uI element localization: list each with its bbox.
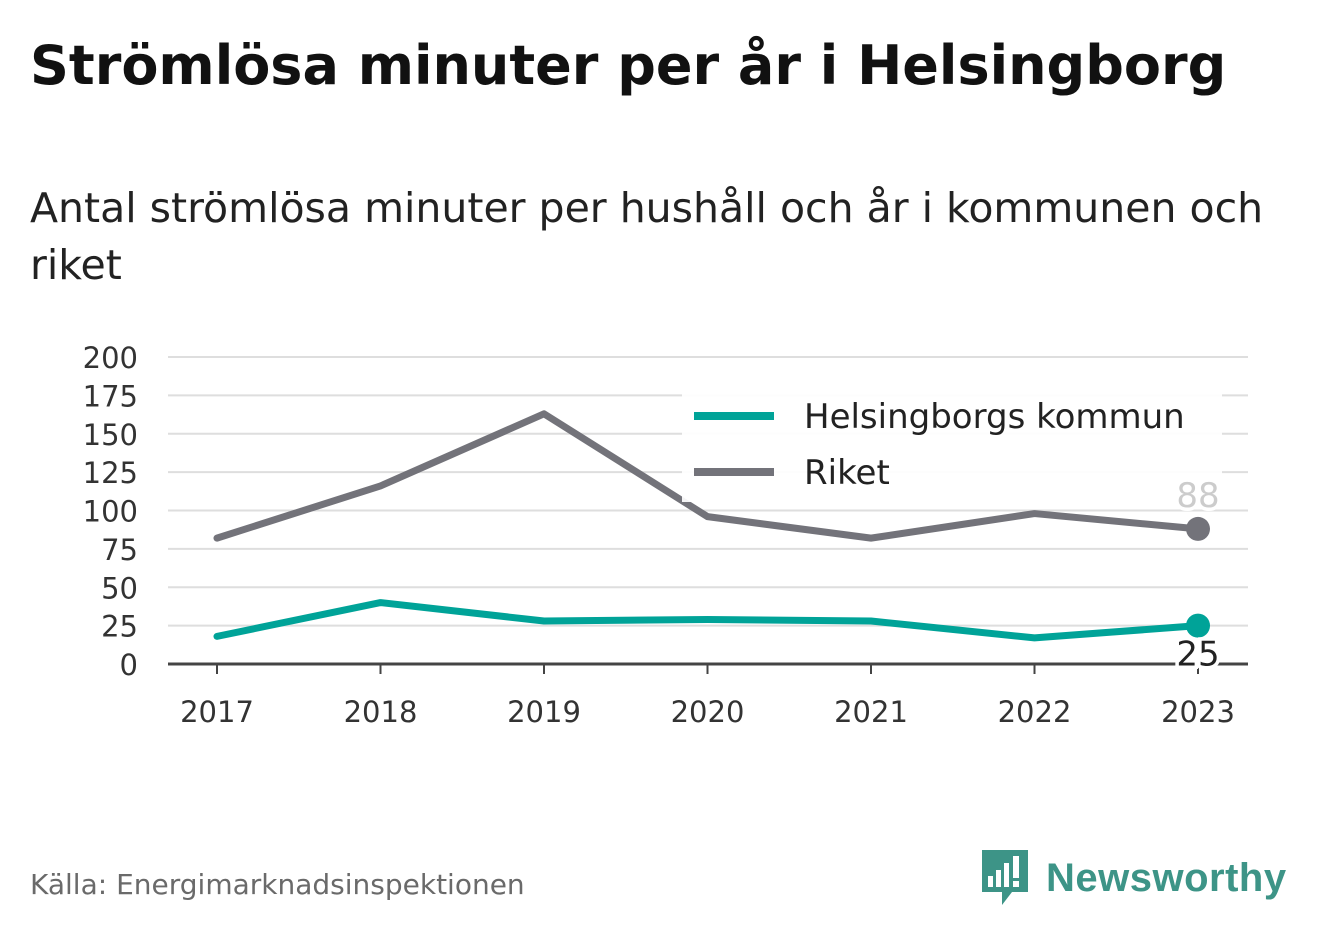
x-tick-label: 2022 [998, 695, 1072, 729]
y-tick-label: 125 [83, 456, 138, 490]
legend-label: Helsingborgs kommun [804, 397, 1185, 437]
y-tick-label: 175 [83, 379, 138, 413]
chart-subtitle: Antal strömlösa minuter per hushåll och … [30, 184, 1264, 290]
y-tick-label: 200 [83, 341, 138, 375]
x-tick-label: 2019 [507, 695, 581, 729]
y-tick-label: 75 [101, 533, 138, 567]
series-end-point [1186, 613, 1210, 638]
x-axis [168, 662, 1248, 674]
brand-logo: Newsworthy [980, 848, 1287, 908]
series-end-label: 25 [1176, 635, 1219, 675]
y-tick-label: 150 [83, 418, 138, 452]
series-end-label: 88 [1176, 476, 1219, 516]
end-labels: 25 88 [1173, 472, 1223, 678]
y-tick-label: 25 [101, 610, 138, 644]
legend: Helsingborgs kommun Riket [682, 387, 1222, 502]
y-axis-labels: 0 25 50 75 100 125 150 175 200 [83, 341, 138, 682]
x-tick-label: 2020 [671, 695, 745, 729]
legend-background [682, 387, 1222, 502]
x-tick-label: 2021 [834, 695, 908, 729]
x-axis-labels: 2017 2018 2019 2020 2021 2022 2023 [180, 695, 1235, 729]
y-tick-label: 50 [101, 571, 138, 605]
series-line [213, 599, 1202, 642]
y-tick-label: 0 [120, 648, 138, 682]
x-tick-label: 2018 [344, 695, 418, 729]
brand-name: Newsworthy [1046, 855, 1287, 900]
newsworthy-chart-icon [982, 850, 1028, 905]
legend-label: Riket [804, 453, 890, 493]
source-note: Källa: Energimarknadsinspektionen [30, 868, 525, 901]
series-end-point [1186, 516, 1210, 541]
y-tick-label: 100 [83, 495, 138, 529]
x-tick-label: 2017 [180, 695, 254, 729]
x-tick-label: 2023 [1161, 695, 1235, 729]
page-title: Strömlösa minuter per år i Helsingborg [30, 34, 1227, 97]
series-lines [213, 410, 1210, 642]
series-line [213, 410, 1202, 542]
